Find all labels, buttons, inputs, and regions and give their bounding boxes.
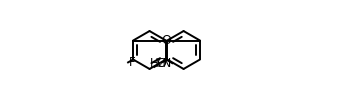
Text: F: F: [128, 56, 135, 69]
Text: H₂N: H₂N: [149, 57, 172, 70]
Text: O: O: [162, 34, 171, 47]
Text: O: O: [156, 57, 166, 70]
